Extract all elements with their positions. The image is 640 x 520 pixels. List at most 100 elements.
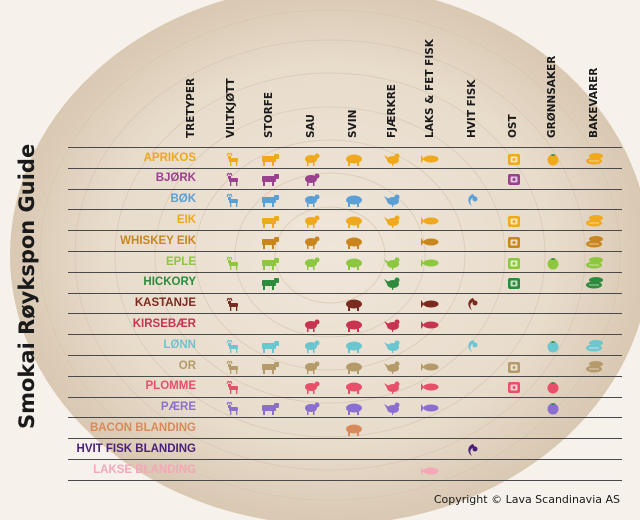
sheep-icon xyxy=(302,234,322,253)
tomato-icon xyxy=(543,338,563,357)
cheese-icon xyxy=(504,151,524,170)
chicken-icon xyxy=(383,400,403,419)
pig-icon xyxy=(344,421,364,440)
cheese-icon xyxy=(504,255,524,274)
column-header-sau: SAU xyxy=(305,114,317,138)
column-header-bakevarer: BAKEVARER xyxy=(588,67,600,138)
row-divider xyxy=(68,459,622,460)
pig-icon xyxy=(344,151,364,170)
row-divider xyxy=(68,230,622,232)
deer-icon xyxy=(222,151,242,170)
white-fish-icon xyxy=(463,338,483,357)
cow-icon xyxy=(260,234,280,253)
row-divider xyxy=(68,355,622,356)
column-header-tretyper: TRETYPER xyxy=(185,77,197,138)
pig-icon xyxy=(344,317,364,336)
sheep-icon xyxy=(302,338,322,357)
column-header-fjaerkre: FJÆRKRE xyxy=(386,84,398,138)
column-header-gronnsaker: GRØNNSAKER xyxy=(546,55,558,138)
row-divider xyxy=(68,271,622,273)
column-header-laks: LAKS & FET FISK xyxy=(424,39,436,138)
wood-type-label: OR xyxy=(178,359,196,372)
sheep-icon xyxy=(302,213,322,232)
cow-icon xyxy=(260,171,280,190)
row-divider xyxy=(68,147,622,148)
chicken-icon xyxy=(383,213,403,232)
copyright-notice: Copyright © Lava Scandinavia AS xyxy=(433,493,620,506)
chicken-icon xyxy=(383,379,403,398)
column-header-svin: SVIN xyxy=(347,109,359,138)
salmon-icon xyxy=(421,463,441,482)
white-fish-icon xyxy=(463,442,483,461)
sheep-icon xyxy=(302,359,322,378)
sheep-icon xyxy=(302,379,322,398)
wood-type-label: KIRSEBÆR xyxy=(132,317,196,330)
deer-icon xyxy=(222,359,242,378)
deer-icon xyxy=(222,255,242,274)
row-divider xyxy=(68,334,622,336)
chicken-icon xyxy=(383,192,403,211)
chicken-icon xyxy=(383,359,403,378)
row-divider xyxy=(68,209,622,211)
row-divider xyxy=(68,167,622,169)
chicken-icon xyxy=(383,338,403,357)
sheep-icon xyxy=(302,317,322,336)
column-header-hvitfisk: HVIT FISK xyxy=(466,79,478,138)
cheese-icon xyxy=(504,275,524,294)
bread-icon xyxy=(585,151,605,170)
cow-icon xyxy=(260,359,280,378)
salmon-icon xyxy=(421,234,441,253)
tomato-icon xyxy=(543,255,563,274)
salmon-icon xyxy=(421,151,441,170)
wood-type-label: HVIT FISK BLANDING xyxy=(76,442,196,455)
salmon-icon xyxy=(421,296,441,315)
cow-icon xyxy=(260,192,280,211)
salmon-icon xyxy=(421,255,441,274)
wood-type-label: BØK xyxy=(170,193,196,206)
cheese-icon xyxy=(504,359,524,378)
wood-type-label: PLOMME xyxy=(145,380,196,393)
deer-icon xyxy=(222,379,242,398)
cheese-icon xyxy=(504,213,524,232)
bread-icon xyxy=(585,213,605,232)
cheese-icon xyxy=(504,234,524,253)
sheep-icon xyxy=(302,192,322,211)
deer-icon xyxy=(222,296,242,315)
cow-icon xyxy=(260,338,280,357)
tomato-icon xyxy=(543,400,563,419)
deer-icon xyxy=(222,400,242,419)
wood-type-label: PÆRE xyxy=(160,401,196,414)
pig-icon xyxy=(344,192,364,211)
wood-type-label: HICKORY xyxy=(143,276,196,289)
row-divider xyxy=(68,396,622,398)
pig-icon xyxy=(344,359,364,378)
salmon-icon xyxy=(421,400,441,419)
wood-type-label: BJØRK xyxy=(155,172,196,185)
wood-type-label: WHISKEY EIK xyxy=(120,234,196,247)
pig-icon xyxy=(344,400,364,419)
bread-icon xyxy=(585,359,605,378)
pig-icon xyxy=(344,213,364,232)
bread-icon xyxy=(585,234,605,253)
cheese-icon xyxy=(504,379,524,398)
bread-icon xyxy=(585,338,605,357)
bread-icon xyxy=(585,255,605,274)
pig-icon xyxy=(344,234,364,253)
row-divider xyxy=(68,251,622,252)
cow-icon xyxy=(260,151,280,170)
column-header-viltkjott: VILTKJØTT xyxy=(225,78,237,138)
cow-icon xyxy=(260,213,280,232)
deer-icon xyxy=(222,338,242,357)
chicken-icon xyxy=(383,151,403,170)
sheep-icon xyxy=(302,255,322,274)
pig-icon xyxy=(344,379,364,398)
cow-icon xyxy=(260,275,280,294)
sheep-icon xyxy=(302,171,322,190)
sheep-icon xyxy=(302,400,322,419)
white-fish-icon xyxy=(463,192,483,211)
pig-icon xyxy=(344,255,364,274)
pig-icon xyxy=(344,296,364,315)
wood-type-label: EPLE xyxy=(165,255,196,268)
salmon-icon xyxy=(421,359,441,378)
